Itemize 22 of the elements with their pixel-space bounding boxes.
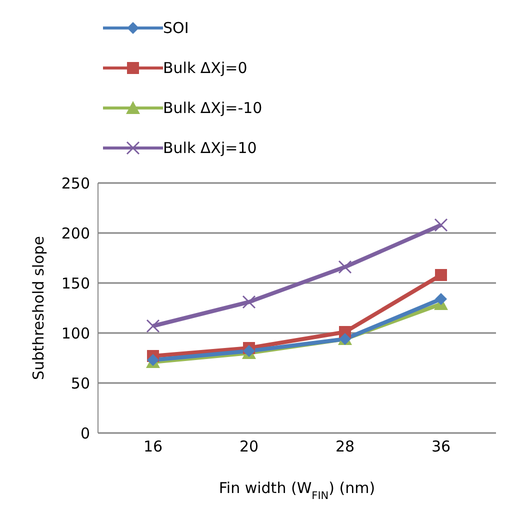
y-tick-label: 0 xyxy=(80,424,90,442)
x-tick-label: 36 xyxy=(431,438,451,456)
y-tick-label: 250 xyxy=(61,174,90,192)
point xyxy=(242,295,256,309)
x-tick-label: 20 xyxy=(239,438,259,456)
point xyxy=(338,260,352,274)
y-tick-label: 200 xyxy=(61,224,90,242)
legend-label: Bulk ΔXj=10 xyxy=(163,139,257,157)
legend-label: SOI xyxy=(163,19,189,37)
point xyxy=(146,319,160,333)
point xyxy=(435,269,447,281)
x-tick-label: 28 xyxy=(335,438,355,456)
point xyxy=(434,218,448,232)
x-axis-title: Fin width (W$_{FIN}$) (nm) xyxy=(218,479,376,502)
point xyxy=(435,293,447,305)
legend-label: Bulk ΔXj=0 xyxy=(163,59,248,77)
legend-label: Bulk ΔXj=-10 xyxy=(163,99,262,117)
y-axis-title: Subthreshold slope xyxy=(29,236,48,380)
y-tick-label: 50 xyxy=(70,374,90,392)
y-tick-label: 100 xyxy=(61,324,90,342)
x-tick-label: 16 xyxy=(143,438,163,456)
y-tick-label: 150 xyxy=(61,274,90,292)
